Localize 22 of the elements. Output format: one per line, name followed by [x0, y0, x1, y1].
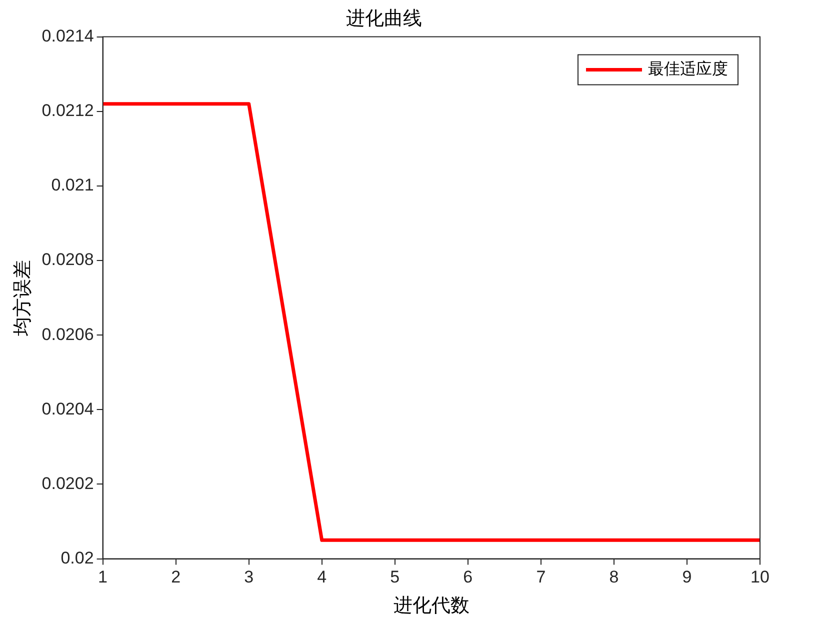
x-tick-label: 2	[171, 568, 181, 587]
legend-label: 最佳适应度	[648, 60, 728, 78]
x-tick-label: 5	[390, 568, 400, 587]
x-tick-label: 9	[682, 568, 692, 587]
x-tick-label: 10	[750, 568, 770, 587]
y-tick-label: 0.02	[60, 548, 94, 568]
y-tick-label: 0.0214	[42, 26, 94, 46]
y-axis-title: 均方误差	[11, 260, 34, 337]
x-tick-label: 6	[463, 568, 473, 587]
y-tick-label: 0.0208	[42, 250, 94, 270]
y-tick-label: 0.0202	[42, 474, 94, 493]
x-tick-label: 7	[536, 568, 546, 587]
x-tick-label: 1	[98, 568, 108, 587]
y-tick-label: 0.0204	[42, 399, 94, 418]
y-tick-label: 0.021	[51, 176, 94, 195]
x-tick-label: 4	[317, 568, 327, 587]
x-tick-label: 3	[244, 568, 254, 587]
y-tick-label: 0.0206	[42, 324, 94, 344]
y-tick-label: 0.0212	[42, 101, 94, 120]
x-tick-label: 8	[609, 568, 619, 587]
chart-title: 进化曲线	[346, 8, 422, 30]
x-axis-title: 进化代数	[393, 596, 470, 617]
